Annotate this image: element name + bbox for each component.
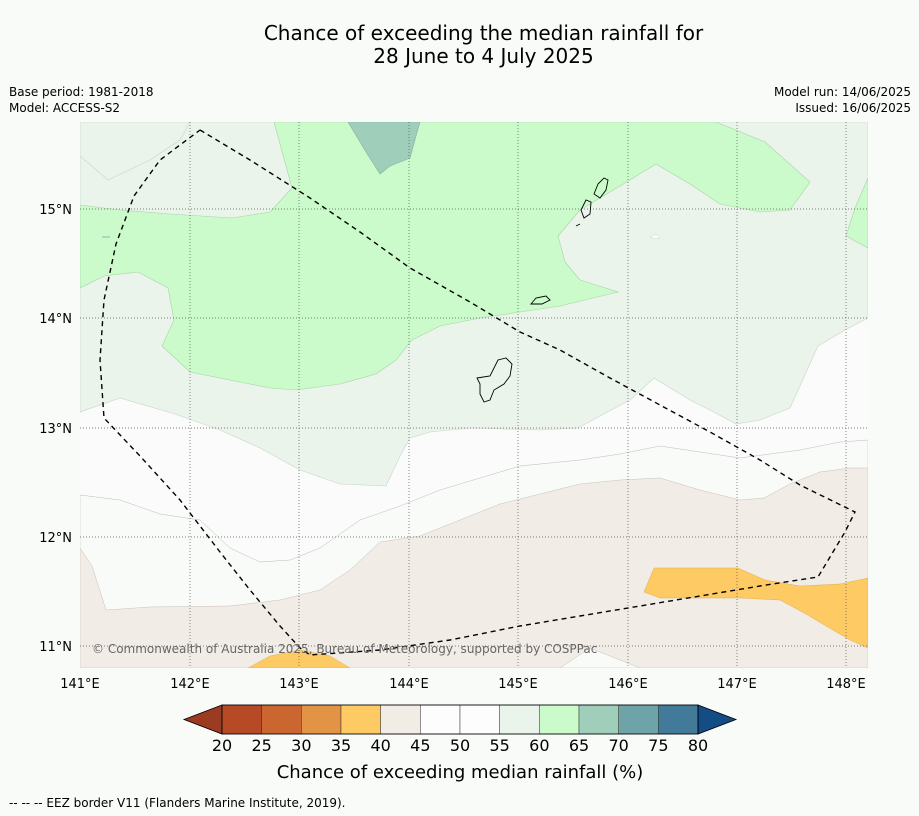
lon-label: 148°E bbox=[826, 677, 866, 692]
lon-label: 146°E bbox=[608, 677, 648, 692]
colorbar-tick-label: 20 bbox=[212, 736, 232, 755]
contour-45-50-south bbox=[559, 647, 641, 668]
colorbar-segment bbox=[499, 704, 540, 735]
lat-label: 11°N bbox=[39, 640, 72, 655]
longitude-labels: 141°E 142°E 143°E 144°E 145°E 146°E 147°… bbox=[60, 677, 866, 692]
colorbar-tick-label: 45 bbox=[410, 736, 430, 755]
contour-60-65-main bbox=[80, 122, 811, 391]
colorbar-segment bbox=[539, 704, 580, 735]
gridlines bbox=[80, 122, 868, 668]
model-run: Model run: 14/06/2025 bbox=[773, 85, 911, 99]
colorbar-segment bbox=[420, 704, 461, 735]
footer-note: -- -- -- EEZ border V11 (Flanders Marine… bbox=[9, 796, 346, 810]
colorbar-segment bbox=[618, 704, 659, 735]
colorbar-segment bbox=[221, 704, 262, 735]
lat-label: 13°N bbox=[39, 422, 72, 437]
model-name: Model: ACCESS-S2 bbox=[9, 101, 121, 115]
colorbar-tick-label: 75 bbox=[648, 736, 668, 755]
contour-40-45 bbox=[80, 467, 868, 668]
colorbar-segment bbox=[578, 704, 619, 735]
colorbar-tick-label: 30 bbox=[291, 736, 311, 755]
island-tinian bbox=[580, 199, 592, 219]
colorbar-segment bbox=[459, 704, 500, 735]
issued-date: Issued: 16/06/2025 bbox=[795, 101, 911, 115]
colorbar-tick-label: 70 bbox=[608, 736, 628, 755]
colorbar-ticks: 20 25 30 35 40 45 50 55 60 65 70 75 80 bbox=[212, 736, 708, 755]
metadata-left: Base period: 1981-2018 Model: ACCESS-S2 bbox=[9, 84, 154, 116]
colorbar-tick-label: 50 bbox=[450, 736, 470, 755]
colorbar-segment bbox=[658, 704, 699, 735]
title-line-2: 28 June to 4 July 2025 bbox=[373, 44, 594, 68]
copyright-text: © Commonwealth of Australia 2025, Bureau… bbox=[92, 642, 597, 656]
lon-label: 143°E bbox=[279, 677, 319, 692]
map-panel: © Commonwealth of Australia 2025, Bureau… bbox=[80, 122, 868, 668]
colorbar-tick-label: 80 bbox=[688, 736, 708, 755]
colorbar-outline bbox=[221, 704, 699, 735]
contour-35-40-east bbox=[643, 567, 868, 649]
base-period: Base period: 1981-2018 bbox=[9, 85, 154, 99]
lat-label: 12°N bbox=[39, 531, 72, 546]
eez-border bbox=[99, 129, 856, 656]
map-title: Chance of exceeding the median rainfall … bbox=[0, 22, 919, 68]
colorbar-extend-high bbox=[697, 704, 738, 735]
title-line-1: Chance of exceeding the median rainfall … bbox=[263, 21, 704, 45]
colorbar-tick-label: 35 bbox=[331, 736, 351, 755]
island-saipan bbox=[593, 177, 609, 199]
colorbar-segment bbox=[301, 704, 342, 735]
lon-label: 144°E bbox=[389, 677, 429, 692]
colorbar-segment bbox=[261, 704, 302, 735]
lon-label: 147°E bbox=[717, 677, 757, 692]
colorbar-tick-label: 40 bbox=[370, 736, 390, 755]
colorbar bbox=[182, 704, 738, 735]
colorbar-segment bbox=[380, 704, 421, 735]
colorbar-tick-label: 65 bbox=[569, 736, 589, 755]
colorbar-tick-label: 25 bbox=[251, 736, 271, 755]
lon-label: 141°E bbox=[60, 677, 100, 692]
island-guam bbox=[476, 357, 513, 403]
island-aguijan bbox=[575, 223, 581, 227]
contour-55-60-upper-left bbox=[80, 122, 191, 181]
colorbar-extend-low bbox=[182, 704, 223, 735]
colorbar-segment bbox=[340, 704, 381, 735]
lat-label: 15°N bbox=[39, 203, 72, 218]
colorbar-tick-label: 55 bbox=[489, 736, 509, 755]
latitude-labels: 15°N 14°N 13°N 12°N 11°N bbox=[39, 203, 72, 655]
islands bbox=[476, 177, 609, 403]
contour-65-70 bbox=[347, 122, 421, 175]
lon-label: 145°E bbox=[498, 677, 538, 692]
lat-label: 14°N bbox=[39, 312, 72, 327]
colorbar-title: Chance of exceeding median rainfall (%) bbox=[277, 762, 644, 783]
lon-label: 142°E bbox=[170, 677, 210, 692]
island-rota bbox=[530, 295, 551, 305]
metadata-right: Model run: 14/06/2025 Issued: 16/06/2025 bbox=[774, 84, 911, 116]
small-patch-east bbox=[649, 233, 661, 240]
colorbar-tick-label: 60 bbox=[529, 736, 549, 755]
